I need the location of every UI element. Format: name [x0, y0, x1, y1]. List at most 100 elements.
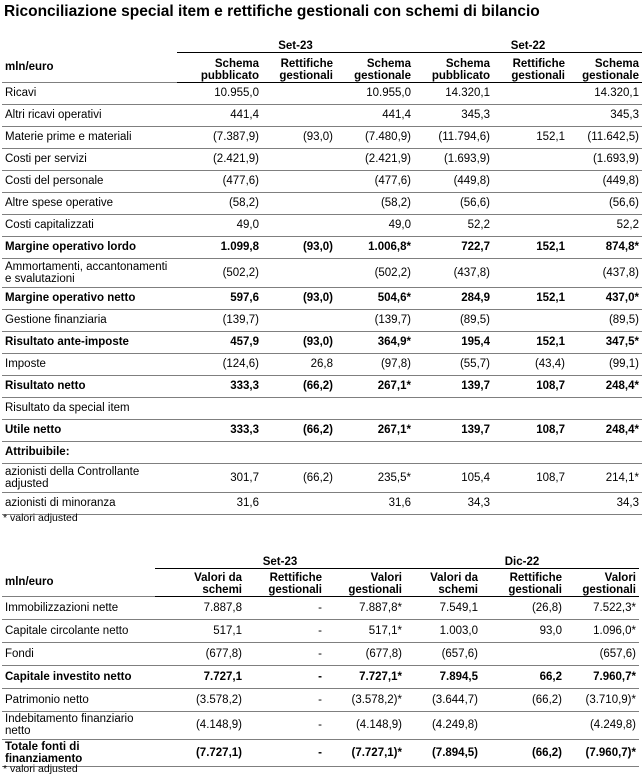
column-header: Valori gestionali	[565, 568, 639, 597]
cell-value: (7.894,5)	[405, 739, 481, 767]
balance-reconciliation-table: Set-23 Dic-22 mln/euro Valori da schemi Rett…	[2, 548, 639, 767]
balance-table-body: Set-23 Dic-22 mln/euro Valori da schemi Rett…	[2, 548, 639, 767]
cell-value	[493, 258, 568, 288]
cell-value: (139,7)	[336, 309, 414, 332]
cell-value: (58,2)	[336, 192, 414, 215]
empty-cell	[2, 548, 155, 568]
cell-value: (1.693,9)	[568, 148, 642, 171]
cell-value: (657,6)	[405, 642, 481, 666]
cell-value: 1.096,0*	[565, 619, 639, 643]
balance-footnote: * valori adjusted	[3, 763, 78, 775]
income-reconciliation-table: Set-23 Set-22 mln/euro Schema pubblicato Ret…	[2, 34, 642, 515]
column-header-row: mln/euro Schema pubblicato Rettifiche gest…	[2, 52, 642, 83]
table-row: Ricavi 10.955,0 10.955,0 14.320,1 14.320,1	[2, 82, 642, 105]
column-header: Rettifiche gestionali	[493, 52, 568, 83]
cell-value: 31,6	[177, 492, 262, 515]
cell-value: 195,4	[414, 331, 493, 354]
row-label: Costi per servizi	[2, 148, 177, 171]
cell-value: 441,4	[177, 104, 262, 127]
cell-value: 1.099,8	[177, 236, 262, 259]
cell-value: (3.644,7)	[405, 688, 481, 712]
cell-value: (3.578,2)	[155, 688, 245, 712]
cell-value: (4.148,9)	[325, 711, 405, 740]
cell-value: 139,7	[414, 419, 493, 442]
cell-value: 93,0	[481, 619, 565, 643]
cell-value	[481, 711, 565, 740]
cell-value: (3.578,2)*	[325, 688, 405, 712]
cell-value: 14.320,1	[568, 82, 642, 105]
row-label: Indebitamento finanziario netto	[2, 711, 155, 740]
cell-value: 66,2	[481, 665, 565, 689]
cell-value: 14.320,1	[414, 82, 493, 105]
cell-value: 267,1*	[336, 419, 414, 442]
cell-value: (55,7)	[414, 353, 493, 376]
cell-value	[262, 258, 336, 288]
cell-value: (89,5)	[414, 309, 493, 332]
cell-value: (677,8)	[325, 642, 405, 666]
cell-value	[493, 492, 568, 515]
column-header: Valori gestionali	[325, 568, 405, 597]
cell-value: (477,6)	[177, 170, 262, 193]
table-row: Capitale circolante netto 517,1-517,1* 1.0…	[2, 619, 639, 643]
row-label: Ricavi	[2, 82, 177, 105]
cell-value: (2.421,9)	[336, 148, 414, 171]
table-row: azionisti di minoranza 31,6 31,6 34,3 34,3	[2, 492, 642, 515]
cell-value: (437,8)	[414, 258, 493, 288]
cell-value: 235,5*	[336, 463, 414, 493]
cell-value: -	[245, 688, 325, 712]
cell-value: 722,7	[414, 236, 493, 259]
cell-value	[262, 148, 336, 171]
cell-value: (66,2)	[262, 419, 336, 442]
cell-value	[336, 441, 414, 464]
cell-value: (449,8)	[414, 170, 493, 193]
cell-value: 214,1*	[568, 463, 642, 493]
cell-value	[493, 104, 568, 127]
cell-value: 517,1	[155, 619, 245, 643]
cell-value: (99,1)	[568, 353, 642, 376]
row-label: Costi capitalizzati	[2, 214, 177, 237]
table-row: Risultato da special item	[2, 397, 642, 420]
cell-value: (7.727,1)	[155, 739, 245, 767]
cell-value: (93,0)	[262, 236, 336, 259]
cell-value: 108,7	[493, 463, 568, 493]
cell-value	[414, 441, 493, 464]
cell-value: 7.727,1*	[325, 665, 405, 689]
column-header: Schema gestionale	[336, 52, 414, 83]
cell-value: 1.006,8*	[336, 236, 414, 259]
cell-value: (97,8)	[336, 353, 414, 376]
cell-value	[336, 397, 414, 420]
row-label: Attribuibile:	[2, 441, 177, 464]
cell-value: 457,9	[177, 331, 262, 354]
cell-value: (56,6)	[568, 192, 642, 215]
cell-value: 105,4	[414, 463, 493, 493]
row-label: Risultato netto	[2, 375, 177, 398]
table-row: Costi per servizi (2.421,9) (2.421,9) (1.69…	[2, 148, 642, 171]
cell-value	[493, 170, 568, 193]
cell-value: 7.887,8*	[325, 596, 405, 620]
cell-value: (502,2)	[177, 258, 262, 288]
table-row: Gestione finanziaria (139,7) (139,7) (89,5)…	[2, 309, 642, 332]
cell-value: (58,2)	[177, 192, 262, 215]
row-label: Margine operativo lordo	[2, 236, 177, 259]
cell-value: 52,2	[568, 214, 642, 237]
cell-value: 1.003,0	[405, 619, 481, 643]
cell-value: 301,7	[177, 463, 262, 493]
cell-value: (93,0)	[262, 287, 336, 310]
cell-value: 108,7	[493, 419, 568, 442]
cell-value: 52,2	[414, 214, 493, 237]
table-row: Indebitamento finanziario netto (4.148,9)…	[2, 711, 639, 740]
cell-value: (11.794,6)	[414, 126, 493, 149]
cell-value	[493, 148, 568, 171]
cell-value: -	[245, 739, 325, 767]
row-label: Gestione finanziaria	[2, 309, 177, 332]
column-header: Schema pubblicato	[177, 52, 262, 83]
cell-value	[414, 397, 493, 420]
row-label: Immobilizzazioni nette	[2, 596, 155, 620]
cell-value	[568, 397, 642, 420]
cell-value: 49,0	[177, 214, 262, 237]
cell-value	[493, 397, 568, 420]
table-row: Risultato netto 333,3 (66,2) 267,1* 139,7 108…	[2, 375, 642, 398]
cell-value	[262, 492, 336, 515]
cell-value: 248,4*	[568, 375, 642, 398]
table-row: azionisti della Controllante adjusted 301…	[2, 463, 642, 493]
